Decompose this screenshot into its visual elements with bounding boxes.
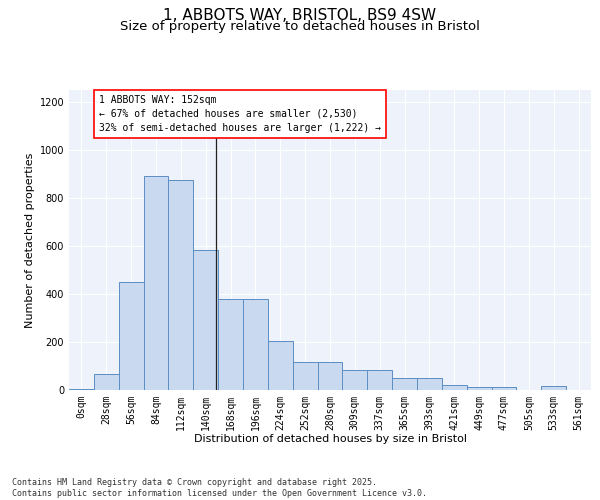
Bar — [218, 299, 243, 390]
Bar — [293, 362, 317, 390]
Bar — [491, 387, 517, 390]
Bar — [417, 378, 442, 390]
Bar — [343, 370, 367, 390]
Bar — [94, 374, 119, 390]
Bar — [119, 282, 143, 390]
Text: 1 ABBOTS WAY: 152sqm
← 67% of detached houses are smaller (2,530)
32% of semi-de: 1 ABBOTS WAY: 152sqm ← 67% of detached h… — [99, 95, 381, 133]
Bar — [69, 389, 94, 390]
Bar — [541, 386, 566, 390]
Text: Size of property relative to detached houses in Bristol: Size of property relative to detached ho… — [120, 20, 480, 33]
Bar — [392, 378, 417, 390]
Bar — [143, 176, 169, 390]
Bar — [268, 341, 293, 390]
Bar — [442, 385, 467, 390]
Bar — [193, 250, 218, 390]
Text: 1, ABBOTS WAY, BRISTOL, BS9 4SW: 1, ABBOTS WAY, BRISTOL, BS9 4SW — [163, 8, 437, 22]
Bar — [317, 362, 343, 390]
X-axis label: Distribution of detached houses by size in Bristol: Distribution of detached houses by size … — [193, 434, 467, 444]
Bar — [367, 370, 392, 390]
Text: Contains HM Land Registry data © Crown copyright and database right 2025.
Contai: Contains HM Land Registry data © Crown c… — [12, 478, 427, 498]
Bar — [467, 387, 491, 390]
Bar — [243, 299, 268, 390]
Bar — [169, 180, 193, 390]
Y-axis label: Number of detached properties: Number of detached properties — [25, 152, 35, 328]
